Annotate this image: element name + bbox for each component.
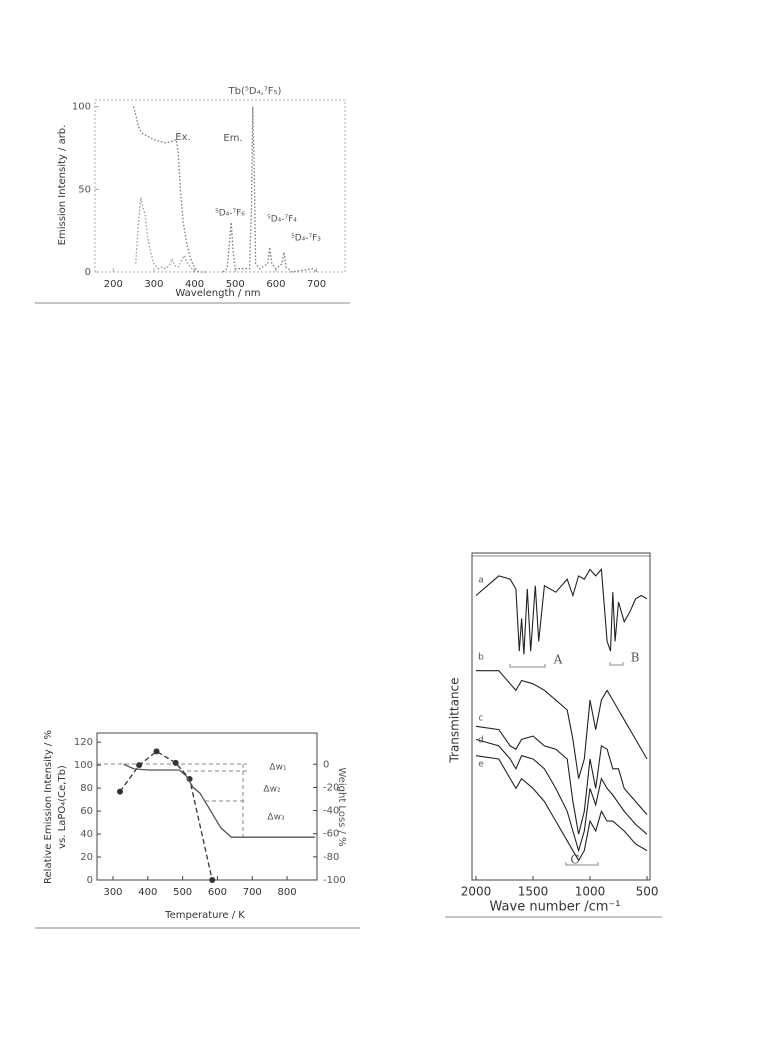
x-axis-label: Wave number /cm⁻¹ <box>490 900 621 915</box>
annotation: ⁵D₄-⁷F₆ <box>215 209 245 219</box>
series-line <box>123 763 315 838</box>
y-tick-label: 40 <box>80 829 93 840</box>
series-line <box>135 197 196 273</box>
x-tick-label: 500 <box>173 887 192 898</box>
annotation: ⁵D₄-⁷F₄ <box>267 215 297 225</box>
y-axis-label: vs. LaPO₄(Ce,Tb) <box>57 765 68 849</box>
series-label: c <box>479 714 484 724</box>
x-tick-label: 300 <box>144 279 163 290</box>
series-label: a <box>478 576 484 586</box>
weight-loss-guides <box>97 763 247 838</box>
series-line <box>476 670 648 779</box>
x-tick-label: 800 <box>278 887 297 898</box>
x-axis-label: Wavelength / nm <box>175 288 260 299</box>
y-tick-label: 80 <box>80 783 93 794</box>
series-label: e <box>478 760 484 770</box>
x-tick-label: 700 <box>307 279 326 290</box>
x-tick-label: 1000 <box>575 885 606 899</box>
y-tick-label: 120 <box>74 737 93 748</box>
annotation: A <box>553 653 563 667</box>
x-tick-label: 600 <box>208 887 227 898</box>
x-axis-label: Temperature / K <box>164 910 245 921</box>
x-tick-label: 500 <box>636 885 659 899</box>
y2-tick-label: -60 <box>323 829 339 840</box>
series-line <box>475 738 648 853</box>
brackets <box>509 662 624 866</box>
data-point <box>172 759 179 766</box>
y-axis-label: Emission Intensity / arb. <box>57 125 68 246</box>
y2-tick-label: -80 <box>323 852 339 863</box>
series-line <box>475 725 648 835</box>
series-line <box>475 755 648 862</box>
x-tick-label: 400 <box>138 887 157 898</box>
data-point <box>136 762 143 769</box>
y-tick-label: 100 <box>72 102 91 113</box>
annotation: Δw₃ <box>267 813 285 823</box>
y2-tick-label: -40 <box>323 806 339 817</box>
y-axis-label: Transmittance <box>448 677 462 763</box>
y2-tick-label: -20 <box>323 782 339 793</box>
chart-title: Tb(⁵D₄,⁷F₅) <box>228 86 282 97</box>
y-tick-label: 100 <box>74 760 93 771</box>
annotation: Δw₂ <box>263 785 281 795</box>
annotation: B <box>631 651 640 665</box>
y-tick-label: 0 <box>87 875 93 886</box>
x-tick-label: 700 <box>243 887 262 898</box>
y2-axis-label: Weight Loss / % <box>336 767 347 846</box>
plot-frame <box>96 732 318 881</box>
data-point <box>116 788 123 795</box>
y2-tick-label: 0 <box>323 759 329 770</box>
y-tick-label: 20 <box>80 852 93 863</box>
annotation: ⁵D₄-⁷F₃ <box>291 234 321 244</box>
annotation: C <box>570 853 579 867</box>
data-point <box>209 877 216 883</box>
series-label: Em. <box>223 133 242 144</box>
y2-tick-label: -100 <box>323 875 346 886</box>
x-tick-label: 1500 <box>518 885 549 899</box>
plot-frame <box>471 552 651 881</box>
data-point <box>186 775 193 782</box>
y-tick-label: 50 <box>78 184 91 195</box>
series-line <box>222 106 317 273</box>
plot-frame <box>94 99 346 273</box>
annotation: Δw₁ <box>269 763 287 773</box>
series-label: b <box>478 653 484 663</box>
series-line <box>475 568 648 655</box>
x-tick-label: 200 <box>104 279 123 290</box>
y-tick-label: 0 <box>85 267 91 278</box>
x-tick-label: 300 <box>103 887 122 898</box>
x-tick-label: 400 <box>185 279 204 290</box>
data-point <box>153 748 160 755</box>
y-axis-label: Relative Emission Intensity / % <box>43 730 54 884</box>
x-tick-label: 2000 <box>461 885 492 899</box>
series-label: Ex. <box>175 132 190 143</box>
series-label: d <box>478 736 484 746</box>
x-tick-label: 500 <box>226 279 245 290</box>
x-tick-label: 600 <box>266 279 285 290</box>
y-tick-label: 60 <box>80 806 93 817</box>
